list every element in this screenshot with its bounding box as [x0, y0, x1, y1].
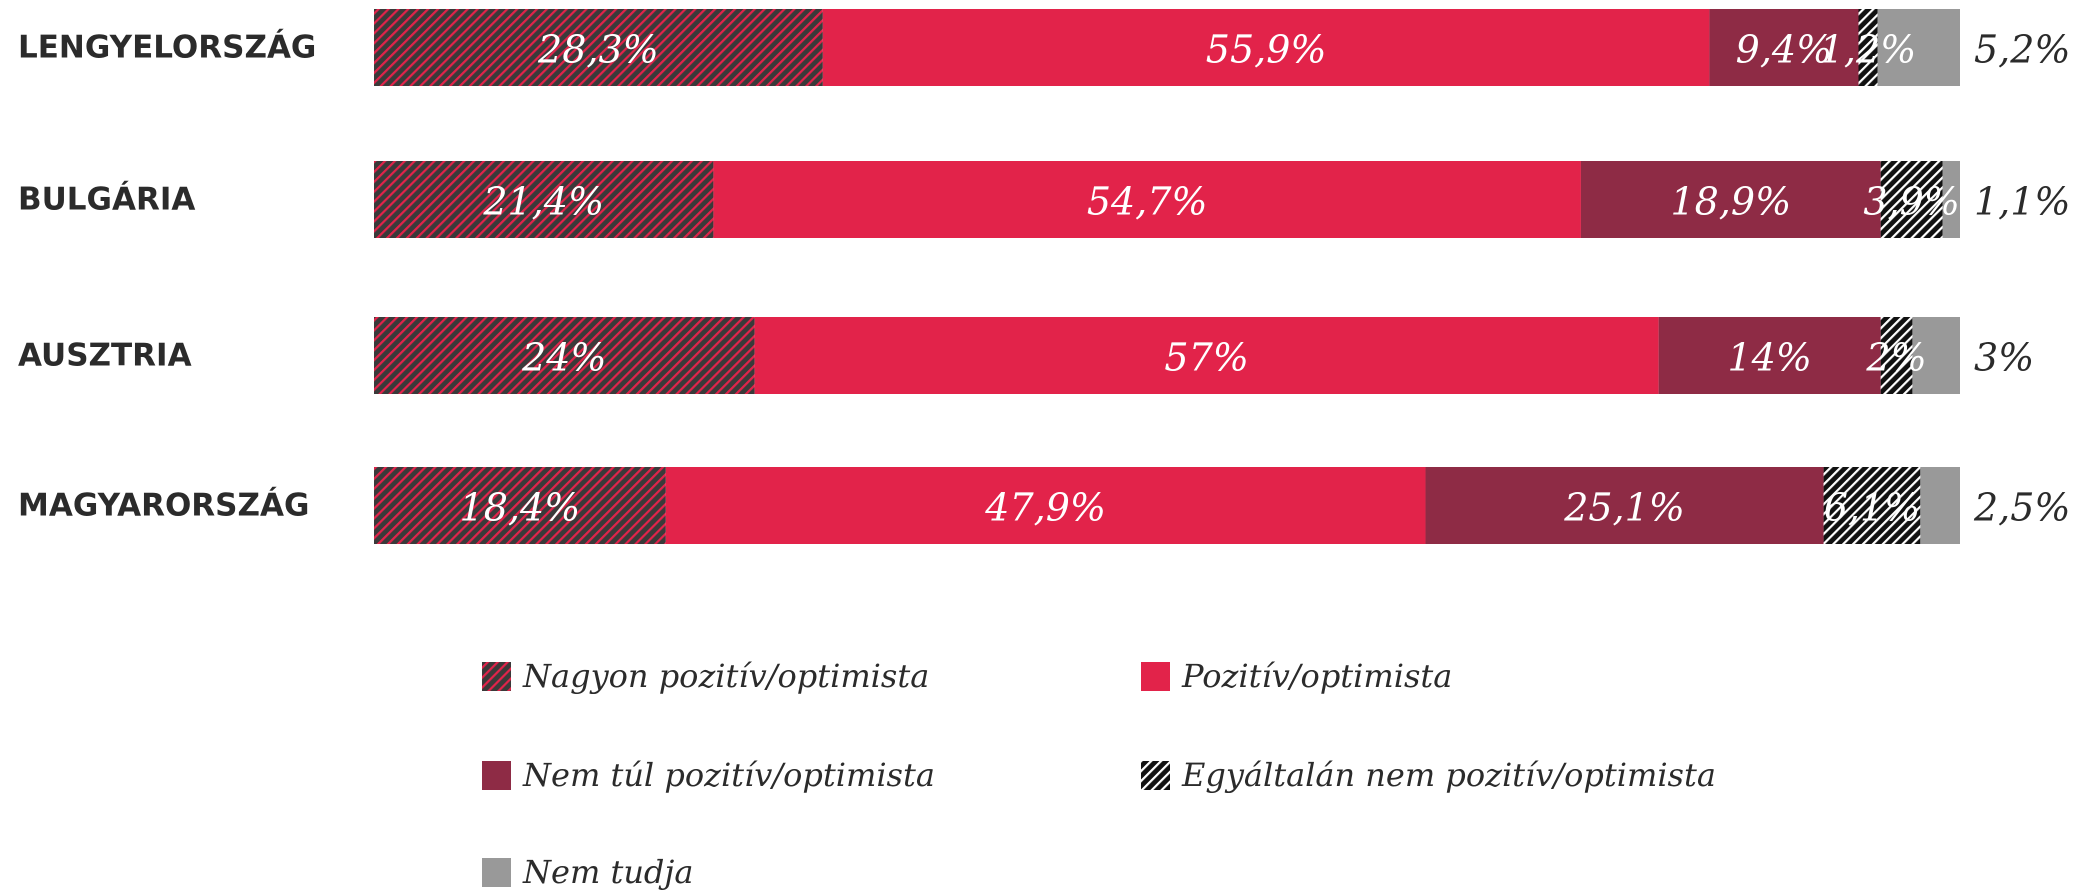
bar-segment — [822, 9, 1710, 86]
bar-segment — [665, 467, 1426, 544]
value-label: 28,3% — [537, 28, 659, 72]
category-label: MAGYARORSZÁG — [18, 488, 309, 524]
legend-label: Nem tudja — [522, 853, 693, 891]
bar-segment — [1942, 161, 1960, 238]
value-label: 18,9% — [1670, 180, 1791, 224]
legend-label: Nagyon pozitív/optimista — [522, 657, 929, 695]
value-label: 54,7% — [1087, 180, 1208, 224]
value-label: 3,9% — [1863, 180, 1960, 224]
category-label: AUSZTRIA — [18, 338, 192, 374]
legend-swatch — [482, 662, 511, 691]
bar-segment — [1880, 317, 1913, 394]
value-label: 2% — [1865, 336, 1926, 380]
value-label: 3% — [1974, 336, 2034, 380]
bar-segment — [1425, 467, 1824, 544]
bar-segment — [754, 317, 1659, 394]
value-label: 9,4% — [1736, 28, 1833, 72]
value-label: 1,1% — [1974, 180, 2071, 224]
value-label: 47,9% — [984, 486, 1106, 530]
value-label: 2,5% — [1973, 486, 2071, 530]
bar-segment — [374, 161, 714, 238]
value-label: 25,1% — [1563, 486, 1685, 530]
bar-segment — [1580, 161, 1881, 238]
legend-swatch — [482, 858, 511, 887]
legend-swatch — [1141, 761, 1170, 790]
legend-swatch — [482, 761, 511, 790]
category-label: BULGÁRIA — [18, 182, 195, 218]
bar-segment — [1709, 9, 1859, 86]
bar-segment — [1823, 467, 1921, 544]
bar-segment — [1877, 9, 1960, 86]
legend-label: Pozitív/optimista — [1181, 657, 1452, 695]
value-label: 24% — [521, 336, 606, 380]
bar-segment — [374, 9, 823, 86]
legend-label: Egyáltalán nem pozitív/optimista — [1181, 756, 1716, 794]
bar-segment — [374, 467, 666, 544]
bar-segment — [374, 317, 755, 394]
legend-swatch — [1141, 662, 1170, 691]
value-label: 57% — [1164, 336, 1248, 380]
bar-segment — [1880, 161, 1943, 238]
bar-segment — [1920, 467, 1960, 544]
legend-label: Nem túl pozitív/optimista — [522, 756, 935, 794]
bar-segment — [713, 161, 1581, 238]
value-label: 14% — [1727, 336, 1811, 380]
bar-segment — [1858, 9, 1878, 86]
bar-segment — [1658, 317, 1881, 394]
value-label: 55,9% — [1206, 28, 1327, 72]
bar-segment — [1912, 317, 1960, 394]
value-label: 1,2% — [1820, 28, 1917, 72]
value-label: 18,4% — [460, 486, 581, 530]
category-label: LENGYELORSZÁG — [18, 30, 316, 66]
value-label: 5,2% — [1974, 28, 2071, 72]
value-label: 6,1% — [1824, 486, 1921, 530]
value-label: 21,4% — [482, 180, 604, 224]
